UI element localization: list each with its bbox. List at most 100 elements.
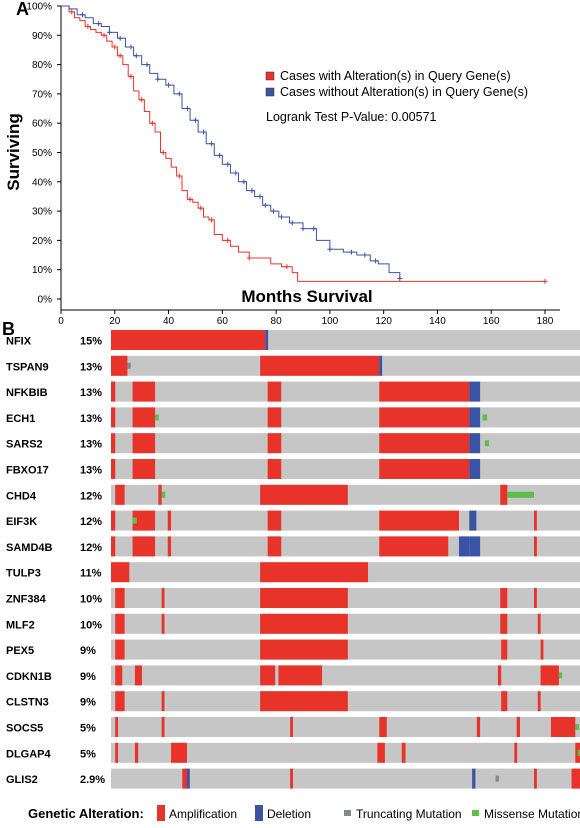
alteration-del [379, 355, 383, 376]
alteration-miss [507, 491, 535, 498]
alteration-amp [161, 691, 165, 712]
gene-percent: 12% [80, 490, 102, 502]
gene-percent: 15% [80, 336, 102, 348]
alteration-amp [514, 742, 518, 763]
gene-label: SOCS5 [6, 723, 43, 735]
alteration-amp [161, 613, 165, 634]
gene-percent: 9% [80, 671, 96, 683]
alteration-del [186, 768, 190, 789]
alteration-amp [115, 613, 125, 634]
censor-mark-unaltered [311, 226, 317, 232]
oncoprint-row: TULP3 11% [6, 562, 580, 583]
alteration-amp [115, 639, 125, 660]
gene-percent: 5% [80, 723, 96, 735]
alteration-amp [260, 613, 348, 634]
km-line-unaltered [61, 5, 401, 279]
censor-mark-altered [542, 278, 548, 284]
oncoprint-track [111, 768, 580, 789]
km-series [61, 5, 548, 284]
legend-label-miss: Missense Mutation [484, 807, 580, 821]
oncoprint-row: SARS2 13% [6, 433, 580, 454]
alteration-amp [290, 768, 293, 789]
y-tick-label: 60% [32, 119, 52, 130]
km-y-axis-title: Surviving [4, 113, 23, 190]
censor-mark-unaltered [270, 208, 276, 214]
alteration-amp [267, 459, 282, 479]
alteration-trunc [127, 362, 131, 369]
alteration-amp [260, 484, 348, 505]
legend-label-trunc: Truncating Mutation [356, 807, 462, 821]
km-y-ticks: 0% 10% 20% 30% 40% 50% 60% 70% 80% 90% 100% [26, 2, 61, 306]
x-tick-label: 20 [109, 316, 121, 327]
oncoprint-track [111, 665, 580, 686]
censor-mark-unaltered [262, 202, 268, 208]
censor-mark-unaltered [257, 193, 263, 199]
alteration-miss [575, 724, 580, 730]
y-tick-label: 40% [32, 177, 52, 188]
alteration-del [469, 381, 481, 402]
oncoprint-row: CLSTN3 9% [6, 691, 580, 712]
alteration-amp [260, 665, 276, 686]
km-x-axis-title: Months Survival [241, 287, 372, 306]
oncoprint-row: DLGAP4 5% [6, 742, 580, 763]
x-tick-label: 100 [322, 316, 339, 327]
gene-percent: 13% [80, 465, 102, 477]
censor-mark-altered [128, 73, 134, 79]
x-tick-label: 160 [483, 316, 500, 327]
gene-label: GLIS2 [6, 774, 38, 786]
alteration-miss [482, 414, 488, 421]
gene-percent: 12% [80, 516, 102, 528]
gene-label: CHD4 [6, 490, 37, 502]
alteration-amp [158, 484, 162, 505]
panel-a-letter: A [16, 0, 29, 19]
alteration-amp [132, 407, 156, 428]
y-tick-label: 70% [32, 89, 52, 100]
censor-mark-altered [225, 237, 231, 243]
legend-swatch-amp [157, 805, 165, 821]
oncoprint-row: FBXO17 13% [6, 459, 580, 479]
y-tick-label: 10% [32, 265, 52, 276]
alteration-amp [534, 768, 537, 789]
alteration-amp [260, 639, 348, 660]
alteration-amp [132, 433, 156, 454]
alteration-amp [115, 742, 119, 763]
x-tick-label: 140 [429, 316, 446, 327]
alteration-amp [111, 510, 116, 531]
oncoprint-track [111, 717, 580, 737]
gene-label: ECH1 [6, 413, 35, 425]
gene-label: FBXO17 [6, 465, 49, 477]
gene-label: MLF2 [6, 619, 35, 631]
legend-label-unaltered: Cases without Alteration(s) in Query Gen… [280, 85, 528, 99]
alteration-amp [540, 639, 544, 660]
legend-label-altered: Cases with Alteration(s) in Query Gene(s… [280, 69, 511, 83]
alteration-miss [155, 414, 159, 421]
oncoprint-track [111, 536, 580, 557]
oncoprint-row: CDKN1B 9% [6, 665, 580, 686]
alteration-amp [500, 484, 508, 505]
alteration-amp [379, 510, 459, 531]
alteration-amp [379, 459, 470, 479]
gene-label: TULP3 [6, 568, 41, 580]
alteration-amp [161, 717, 165, 737]
censor-mark-unaltered [106, 29, 112, 35]
alteration-amp [134, 742, 139, 763]
gene-label: DLGAP4 [6, 748, 52, 760]
alteration-amp [500, 588, 508, 608]
alteration-amp [111, 562, 130, 583]
oncoprint: NFIX 15% TSPAN9 13% NFKBIB 13% ECH1 13% SARS2 13%… [6, 330, 580, 789]
censor-mark-unaltered [217, 152, 223, 158]
censor-mark-altered [112, 44, 118, 50]
alteration-amp [171, 742, 187, 763]
alteration-amp [115, 484, 125, 505]
alteration-amp [111, 355, 128, 376]
censor-mark-altered [69, 9, 75, 15]
oncoprint-row: TSPAN9 13% [6, 355, 580, 376]
oncoprint-track [111, 433, 580, 454]
censor-mark-unaltered [117, 35, 123, 41]
alteration-amp [267, 510, 282, 531]
alteration-amp [260, 562, 369, 583]
gene-label: NFIX [6, 336, 32, 348]
x-tick-label: 40 [163, 316, 175, 327]
oncoprint-row: NFKBIB 13% [6, 381, 580, 402]
y-tick-label: 0% [38, 295, 53, 306]
